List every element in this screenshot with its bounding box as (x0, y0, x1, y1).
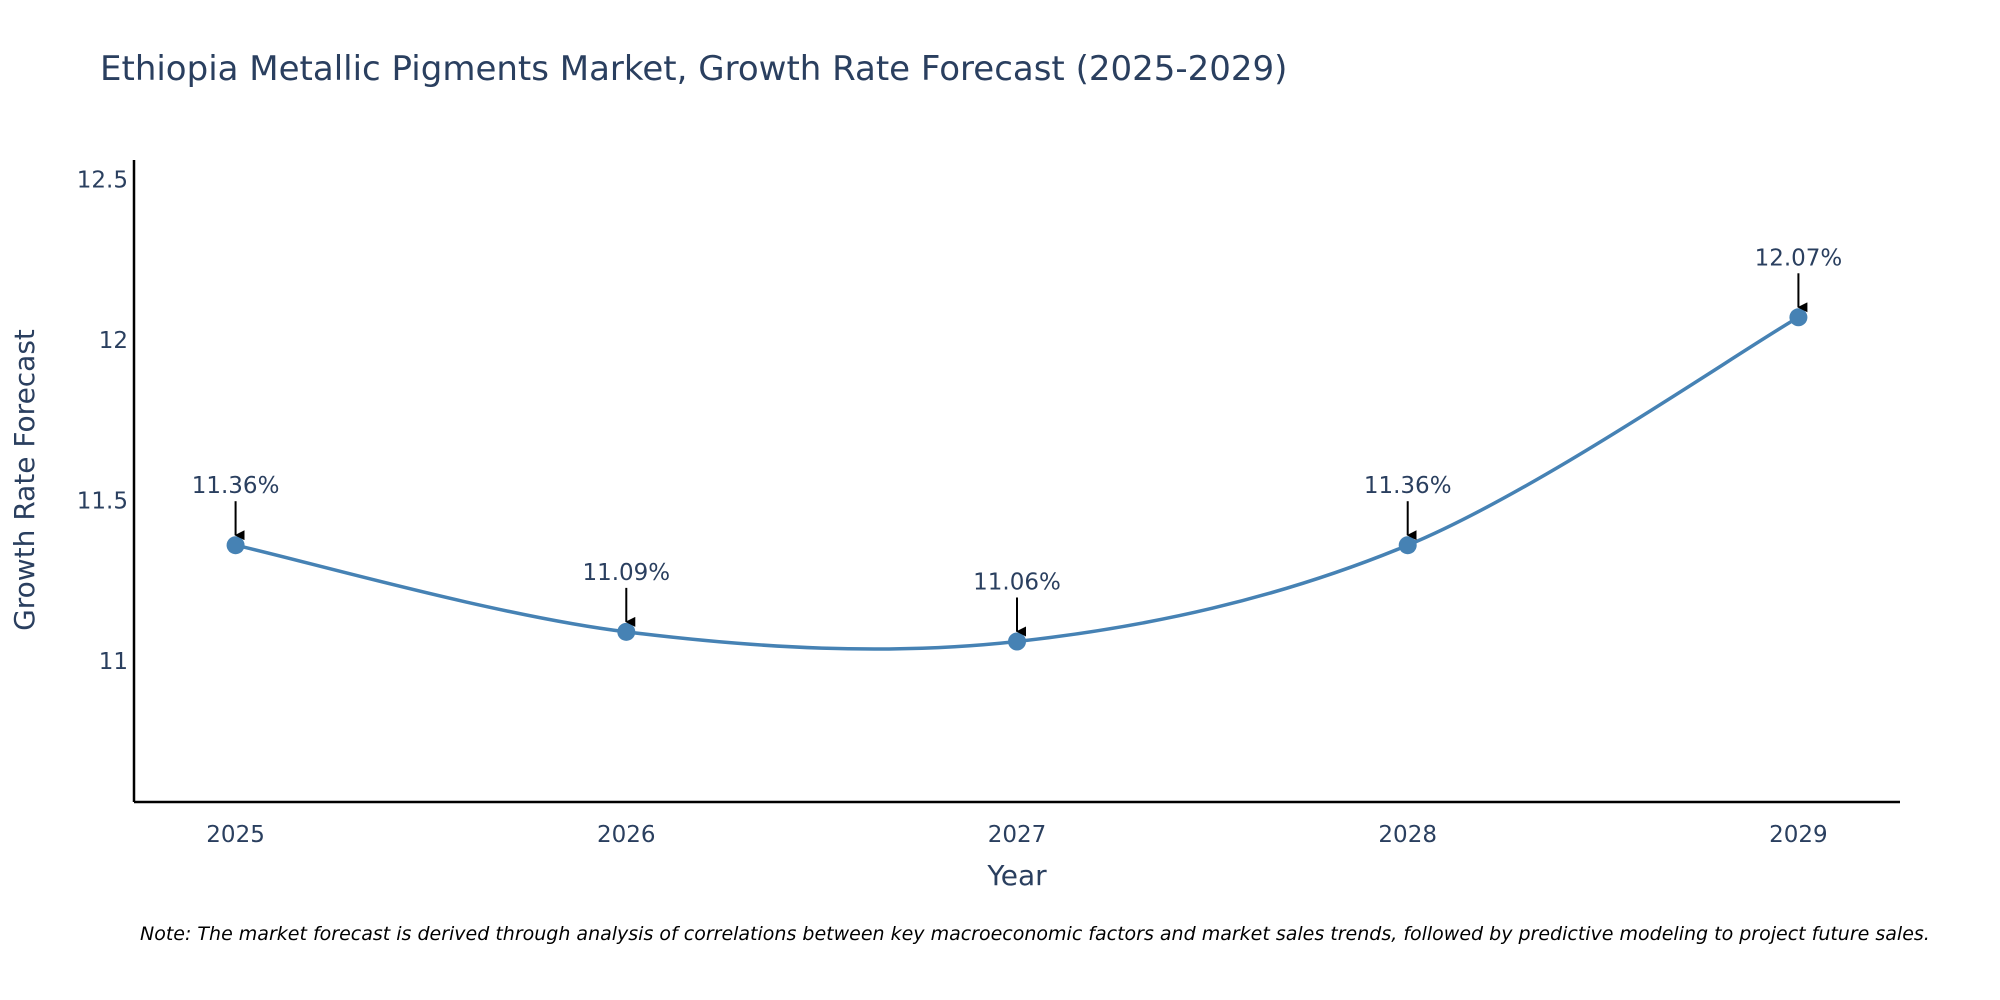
data-label: 11.36% (192, 473, 280, 499)
x-tick-label: 2028 (1378, 822, 1437, 848)
x-axis-title: Year (986, 859, 1047, 892)
y-tick-label: 11.5 (77, 488, 128, 514)
footnote: Note: The market forecast is derived thr… (140, 923, 1930, 945)
data-point (1789, 308, 1808, 327)
x-tick-label: 2025 (206, 822, 265, 848)
data-label: 11.09% (582, 560, 670, 586)
data-label: 12.07% (1755, 245, 1843, 271)
y-axis-title: Growth Rate Forecast (8, 329, 41, 631)
x-tick-label: 2026 (597, 822, 656, 848)
data-point (1398, 536, 1417, 555)
y-tick-label: 12.5 (77, 167, 128, 193)
data-point (617, 622, 636, 641)
y-tick-label: 12 (99, 328, 128, 354)
x-tick-label: 2027 (988, 822, 1047, 848)
data-point (226, 536, 245, 555)
chart-title: Ethiopia Metallic Pigments Market, Growt… (100, 49, 1287, 89)
plot-area: 11 11.5 12 12.5 2025 2026 2027 2028 2029 11.36% 11… (77, 160, 1900, 848)
x-tick-label: 2029 (1769, 822, 1828, 848)
data-label: 11.36% (1364, 473, 1452, 499)
data-label: 11.06% (973, 570, 1061, 596)
y-tick-label: 11 (99, 649, 128, 675)
data-point (1008, 632, 1026, 651)
